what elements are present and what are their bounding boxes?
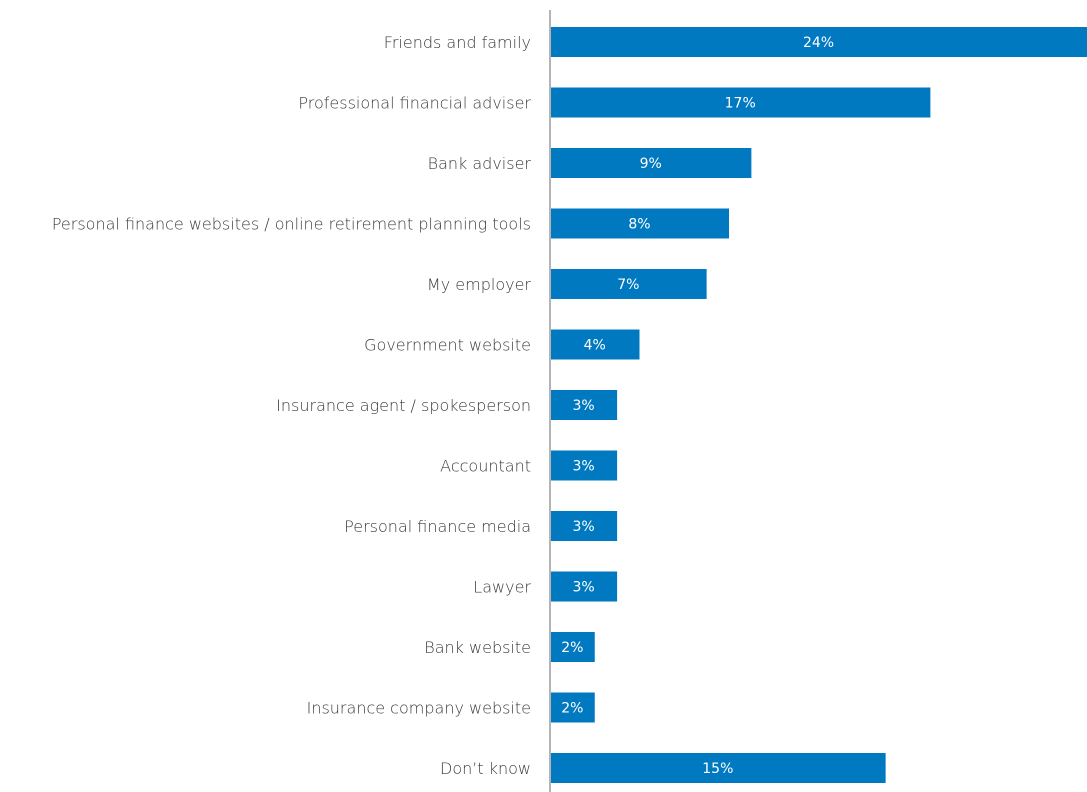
bar (551, 208, 729, 239)
category-label: Bank website (424, 638, 531, 657)
data-label: 8% (628, 217, 650, 233)
bar (551, 269, 707, 299)
bar (551, 511, 618, 541)
data-label: 2% (561, 640, 583, 656)
category-label: Lawyer (473, 578, 531, 597)
data-label: 15% (702, 761, 733, 777)
category-label: Insurance agent / spokesperson (276, 396, 531, 415)
category-label: Personal finance websites / online retir… (52, 215, 531, 234)
bar (551, 27, 1087, 57)
data-label: 3% (572, 398, 594, 414)
category-label: Friends and family (384, 33, 531, 52)
category-label: Professional financial adviser (298, 94, 531, 113)
bar (551, 148, 752, 178)
bar (551, 753, 886, 783)
category-label: Insurance company website (307, 699, 531, 718)
category-label: Bank adviser (428, 154, 532, 173)
data-label: 3% (572, 519, 594, 535)
bar (551, 329, 640, 360)
data-label: 3% (572, 459, 594, 475)
data-label: 9% (640, 156, 662, 172)
data-label: 4% (584, 338, 606, 354)
data-label: 3% (572, 580, 594, 596)
bar (551, 87, 931, 118)
bar (551, 692, 595, 723)
category-label: Accountant (440, 457, 531, 476)
data-label: 24% (803, 35, 834, 51)
category-label: Government website (364, 336, 531, 355)
data-label: 17% (725, 96, 756, 112)
category-labels-group: Friends and family Professional financial… (52, 33, 532, 778)
category-label: Personal finance media (344, 517, 531, 536)
category-label: My employer (427, 275, 531, 294)
data-label: 7% (617, 277, 639, 293)
bar (551, 390, 618, 420)
bar (551, 632, 595, 662)
bar (551, 450, 618, 481)
bars-group: 24% 17% 9% 8% 7% 4% 3% 3% 3% 3% 2% 2% 15% (551, 27, 1087, 783)
bar (551, 571, 618, 602)
data-label: 2% (561, 701, 583, 717)
category-label: Don’t know (440, 759, 531, 778)
